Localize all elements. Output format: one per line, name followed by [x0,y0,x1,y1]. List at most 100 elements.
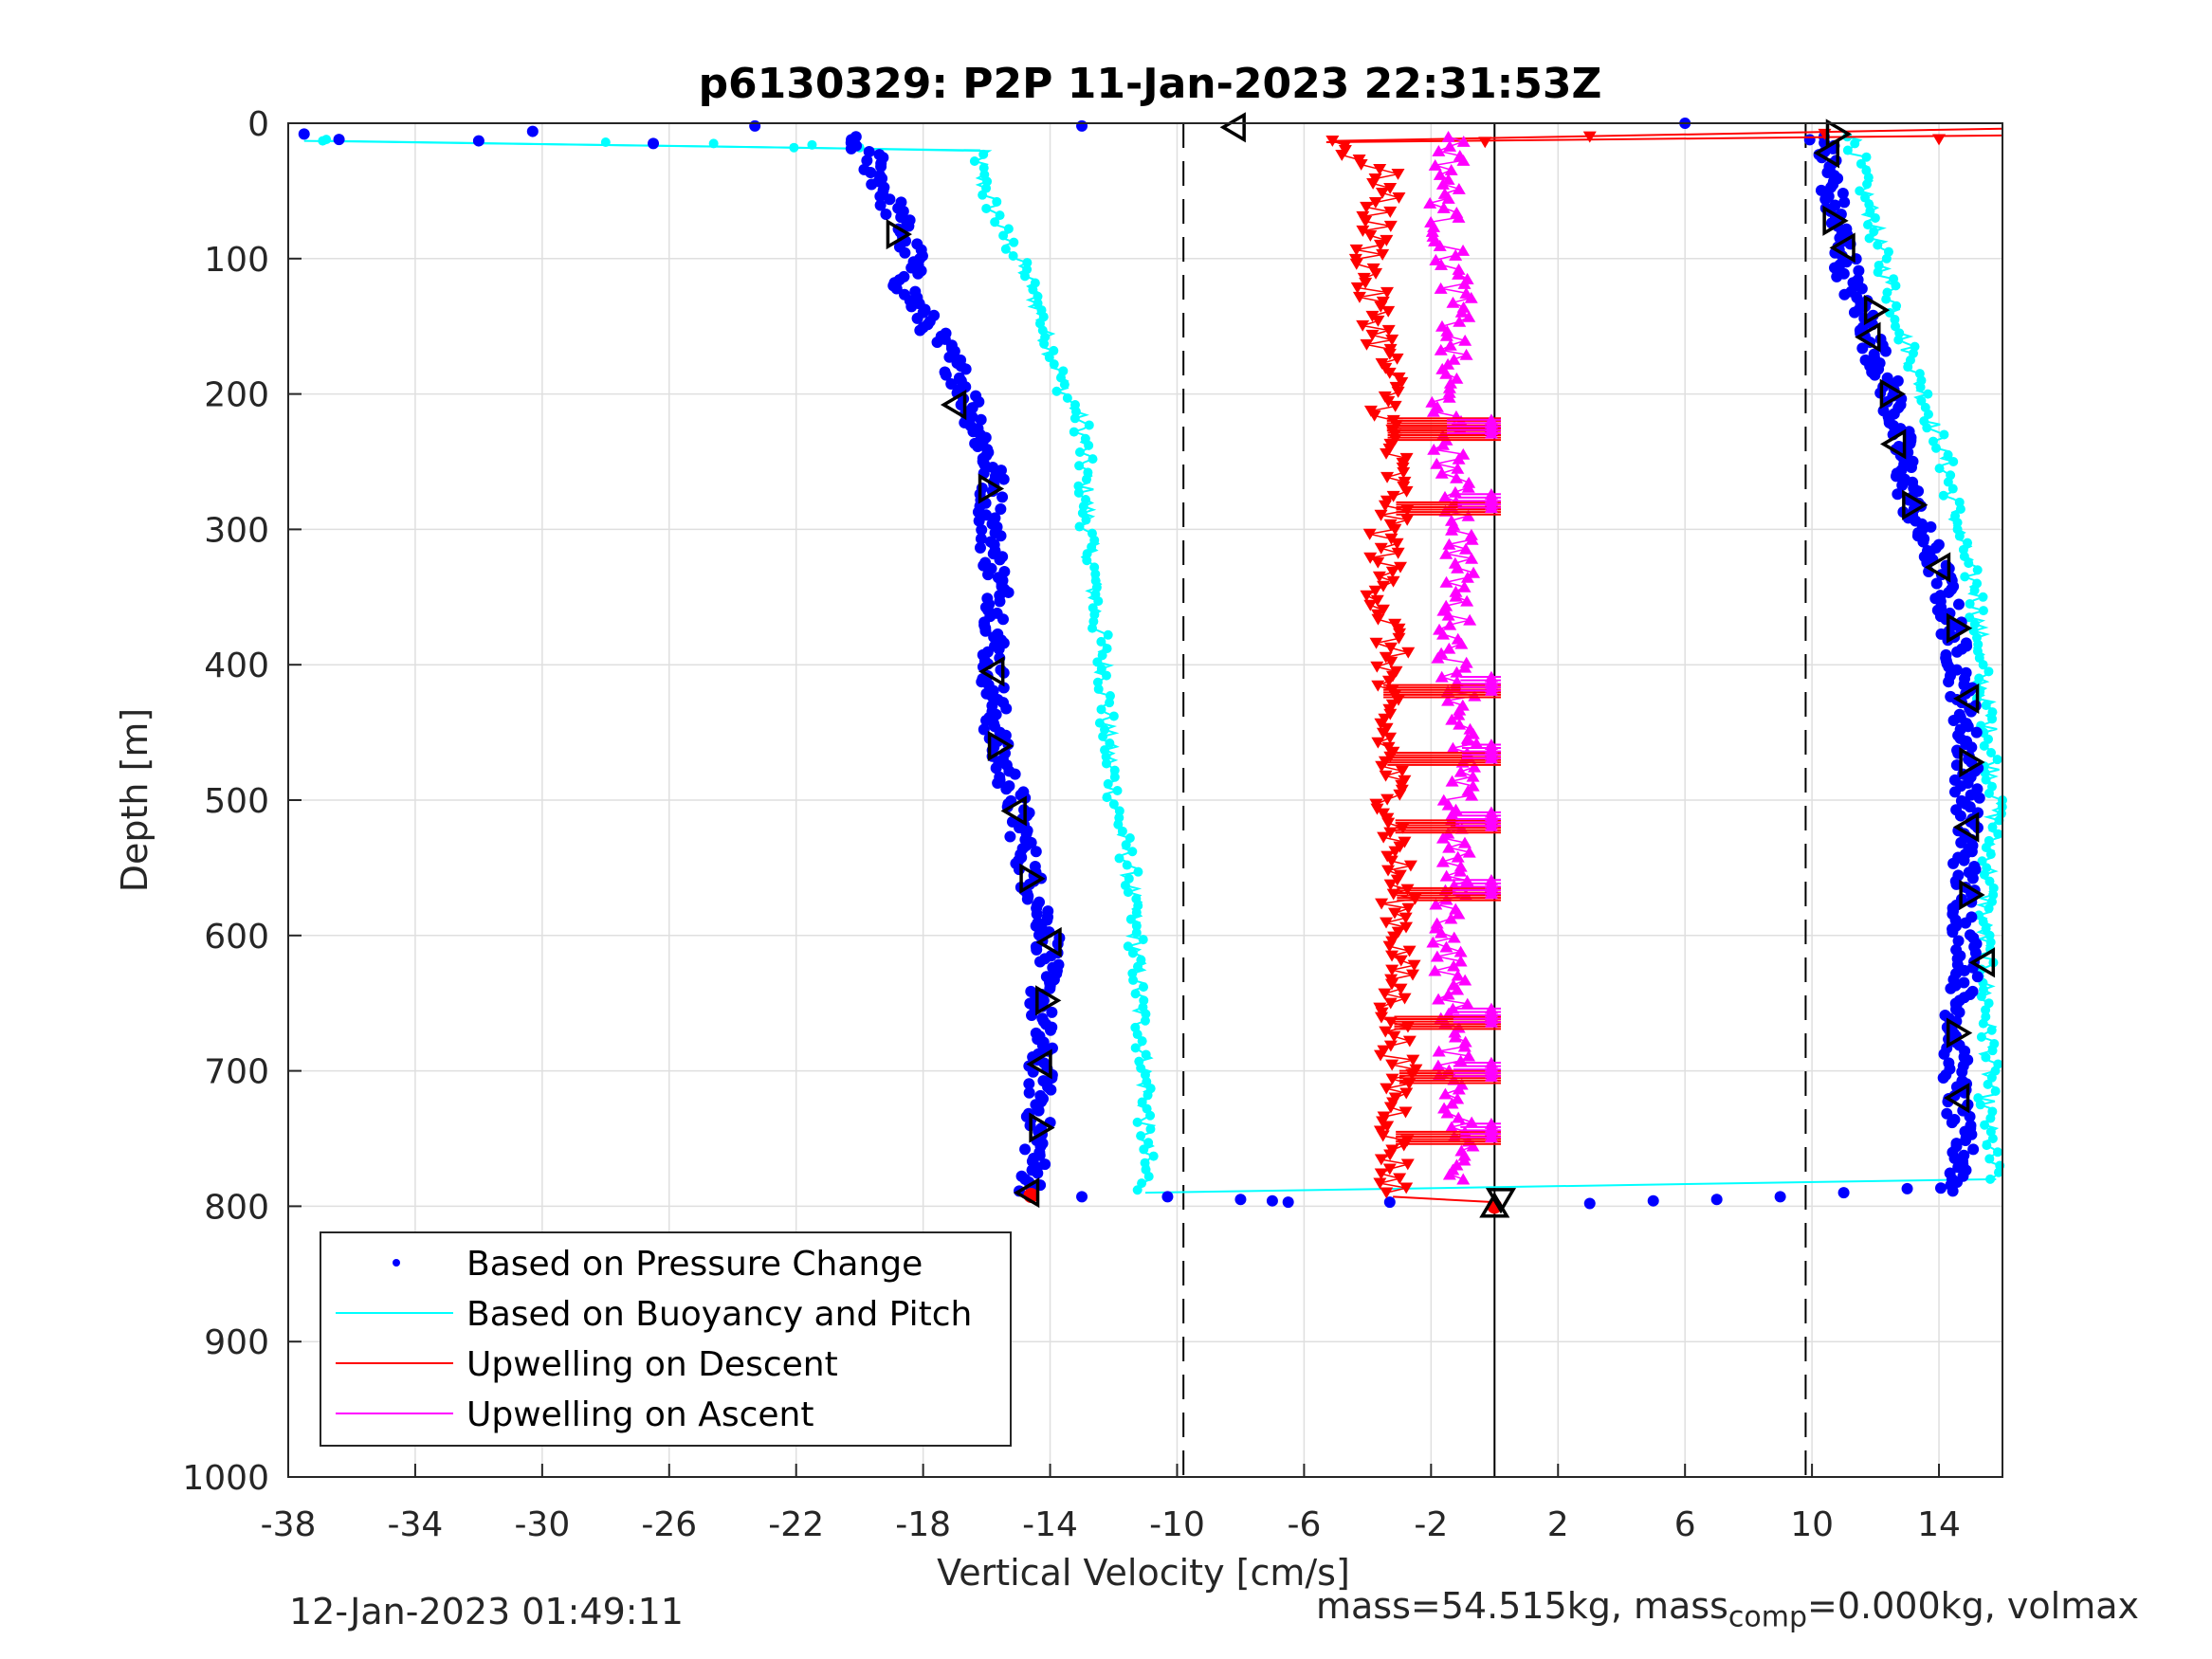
legend-marker-pressure [393,1259,400,1267]
upwelling-ascent-point-76 [1437,490,1452,502]
buoyancy-ascent-point-24 [1870,212,1880,223]
pressure-surface-point-6 [1076,119,1088,132]
buoyancy-ascent-point-26 [1863,220,1874,230]
footer-mass-sub: comp [1728,1600,1808,1634]
buoyancy-descent-point-28 [998,230,1009,241]
upwelling-descent-point-165 [1380,917,1394,929]
upwelling-descent-point-162 [1401,902,1416,915]
upwelling-ascent-point-3 [1432,144,1446,156]
pressure-ascent-point-286 [1945,982,1957,994]
upwelling-ascent-point-38 [1462,310,1476,322]
pressure-descent-point-142 [994,554,1006,566]
upwelling-descent-point-189 [1387,1030,1401,1043]
pressure-ascent-point-353 [1934,1182,1947,1194]
upwelling-descent-point-198 [1385,1073,1399,1085]
upwelling-descent-point-141 [1370,803,1384,815]
upwelling-descent-point-12 [1392,191,1406,204]
black-marker-30 [1943,1083,1970,1114]
black-marker-17 [1863,295,1891,326]
upwelling-descent-point-83 [1362,528,1377,540]
pressure-descent-point-172 [993,643,1005,655]
pressure-descent-point-121 [996,491,1009,503]
upwelling-ascent-point-191 [1458,1035,1472,1048]
x-axis-label: Vertical Velocity [cm/s] [937,1552,1350,1594]
black-marker-20 [1880,428,1907,460]
buoyancy-descent-point-128 [1090,569,1101,579]
buoyancy-ascent-point-134 [1969,585,1980,595]
buoyancy-descent-point-122 [1082,549,1092,559]
pressure-ascent-point-47 [1831,270,1843,283]
upwelling-descent-point-101 [1371,613,1385,626]
buoyancy-ascent-point-40 [1873,267,1883,278]
black-marker-19 [1879,378,1906,410]
pressure-descent-point-57 [905,301,918,313]
upwelling-descent-point-166 [1399,921,1414,934]
footer-mass-text-a: mass=54.515kg, mass [1316,1585,1728,1627]
upwelling-ascent-point-55 [1442,391,1456,403]
upwelling-descent-point-49 [1382,367,1397,379]
black-marker-5 [987,730,1015,761]
upwelling-ascent-point-84 [1464,528,1478,540]
y-tick-label-10: 1000 [182,1459,269,1498]
upwelling-descent-point-41 [1365,329,1380,341]
pressure-descent-point-16 [866,178,878,191]
upwelling-descent-point-193 [1374,1049,1388,1062]
buoyancy-descent-point-270 [1141,1049,1151,1060]
upwelling-ascent-point-97 [1449,590,1463,602]
upwelling-descent-point-106 [1369,637,1383,649]
y-tick-label-5: 500 [204,782,269,821]
pressure-ascent-point-267 [1947,926,1959,939]
upwelling-ascent-point-71 [1435,466,1449,479]
upwelling-descent-point-75 [1386,490,1400,502]
upwelling-descent-point-97 [1370,594,1384,607]
pressure-descent-point-10 [875,160,887,173]
upwelling-descent-point-39 [1356,319,1370,332]
buoyancy-descent-point-186 [1109,765,1120,775]
upwelling-descent-point-70 [1397,466,1411,479]
pressure-surface-point-0 [298,128,310,140]
pressure-bottom-point-6 [1583,1197,1596,1210]
upwelling-ascent-point-92 [1467,566,1481,578]
buoyancy-descent-point-196 [1108,799,1119,810]
upwelling-descent-point-94 [1376,580,1390,592]
upwelling-ascent-point-13 [1441,191,1455,204]
buoyancy-descent-point-234 [1131,927,1142,938]
upwelling-descent-point-210 [1376,1130,1390,1142]
x-tick-label-1: -34 [388,1505,444,1544]
upwelling-ascent-point-112 [1458,661,1472,673]
buoyancy-ascent-point-302 [1984,1154,1995,1164]
upwelling-descent-point-190 [1402,1035,1417,1048]
buoyancy-ascent-point-16 [1855,186,1865,196]
upwelling-ascent-point-14 [1423,196,1437,209]
upwelling-ascent-point-110 [1431,651,1445,664]
buoyancy-ascent-point-172 [1987,714,1998,724]
buoyancy-descent-point-188 [1109,772,1120,782]
buoyancy-descent-point-288 [1145,1110,1156,1121]
buoyancy-ascent-point-168 [1981,701,1991,711]
pressure-descent-point-83 [945,378,958,391]
upwelling-descent-point-157 [1383,879,1398,891]
buoyancy-bottom-link [1144,1177,1997,1194]
upwelling-ascent-burst-point-4-4 [1484,819,1498,831]
buoyancy-descent-point-170 [1108,711,1119,721]
buoyancy-descent-point-228 [1131,907,1142,918]
buoyancy-descent-point-258 [1141,1009,1151,1019]
buoyancy-surface-link [303,139,980,152]
upwelling-ascent-point-128 [1470,737,1484,749]
footer-mass-info: mass=54.515kg, masscomp=0.000kg, volmax [1316,1585,2139,1634]
buoyancy-surface-point-1 [600,137,611,147]
buoyancy-surface-point-2 [708,138,719,149]
upwelling-ascent-point-206 [1440,1106,1454,1119]
buoyancy-descent-point-214 [1122,860,1132,870]
upwelling-descent-bottom-link [1393,1195,1495,1204]
upwelling-ascent-point-35 [1446,296,1460,308]
pressure-ascent-point-264 [1960,917,1972,929]
pressure-descent-point-246 [1013,864,1025,876]
x-tick-label-7: -10 [1149,1505,1205,1544]
y-tick-label-9: 900 [204,1323,269,1362]
buoyancy-ascent-point-110 [1955,503,1965,514]
pressure-ascent-point-205 [1965,741,1978,754]
upwelling-ascent-point-65 [1435,438,1450,450]
upwelling-ascent-point-114 [1435,670,1449,683]
buoyancy-descent-point-90 [1084,440,1094,450]
